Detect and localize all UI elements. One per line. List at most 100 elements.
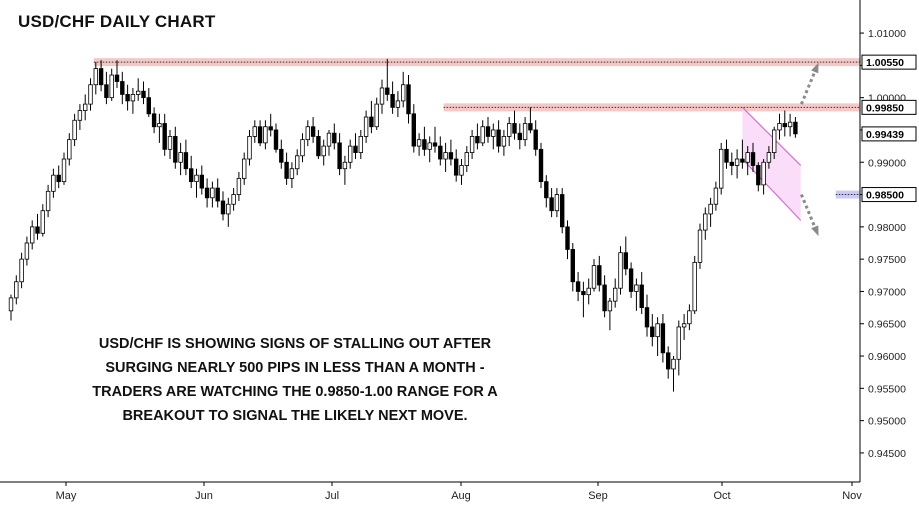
x-tick-label: May: [56, 490, 77, 502]
candle-body-down: [571, 249, 575, 281]
candle-body-down: [730, 162, 734, 165]
candle-body-down: [629, 269, 633, 292]
candle-body-down: [221, 201, 225, 214]
candle-body-up: [619, 253, 623, 289]
candle-body-up: [677, 327, 681, 359]
candle-body-up: [131, 94, 135, 100]
candle-body-up: [460, 165, 464, 175]
candle-body-up: [635, 285, 639, 291]
candle-body-down: [545, 182, 549, 198]
candle-body-up: [290, 169, 294, 179]
candle-body-down: [36, 227, 40, 233]
candle-body-down: [449, 153, 453, 159]
annotation-line: TRADERS ARE WATCHING THE 0.9850-1.00 RAN…: [60, 380, 530, 404]
y-tick-label: 0.97500: [868, 254, 906, 266]
annotation-line: USD/CHF IS SHOWING SIGNS OF STALLING OUT…: [60, 332, 530, 356]
chart-annotation: USD/CHF IS SHOWING SIGNS OF STALLING OUT…: [60, 332, 530, 428]
candle-body-down: [423, 140, 427, 150]
candle-body-down: [105, 85, 109, 98]
candle-body-up: [714, 188, 718, 204]
candle-body-up: [788, 122, 792, 127]
annotation-line: BREAKOUT TO SIGNAL THE LIKELY NEXT MOVE.: [60, 404, 530, 428]
candle-body-down: [640, 285, 644, 308]
candle-body-down: [386, 88, 390, 94]
candle-body-down: [741, 159, 745, 162]
candle-body-down: [311, 127, 315, 137]
candle-body-up: [62, 159, 66, 182]
candle-body-up: [762, 162, 766, 185]
candle-body-up: [232, 195, 236, 205]
candle-body-down: [486, 127, 490, 137]
candle-body-up: [746, 153, 750, 163]
candle-body-up: [227, 204, 231, 214]
candle-body-up: [778, 124, 782, 130]
candle-body-down: [518, 133, 522, 139]
y-tick-label: 0.96500: [868, 319, 906, 331]
candle-body-down: [126, 94, 130, 100]
candle-body-down: [550, 198, 554, 211]
candle-body-up: [698, 230, 702, 262]
candle-body-up: [327, 133, 331, 146]
candle-body-down: [354, 146, 358, 152]
y-tick-label: 0.95000: [868, 416, 906, 428]
candle-body-up: [587, 288, 591, 294]
candle-body-up: [168, 136, 172, 149]
candle-body-up: [46, 191, 50, 210]
candle-body-down: [513, 124, 517, 134]
candle-body-up: [253, 127, 257, 137]
candle-body-up: [688, 311, 692, 324]
annotation-line: SURGING NEARLY 500 PIPS IN LESS THAN A M…: [60, 356, 530, 380]
candle-body-down: [529, 124, 533, 130]
candle-body-up: [20, 259, 24, 282]
candle-body-down: [152, 114, 156, 127]
candle-body-up: [41, 211, 45, 234]
candle-body-up: [211, 188, 215, 198]
candle-body-down: [566, 227, 570, 250]
y-tick-label: 0.95500: [868, 383, 906, 395]
candle-body-down: [269, 127, 273, 130]
candle-body-up: [30, 227, 34, 243]
candle-body-down: [280, 149, 284, 162]
candle-body-down: [794, 122, 798, 134]
candle-body-down: [603, 285, 607, 311]
candle-body-up: [417, 140, 421, 146]
candle-body-up: [364, 117, 368, 136]
price-label-text: 0.99439: [866, 129, 904, 141]
candle-body-down: [205, 188, 209, 198]
candle-body-down: [57, 175, 61, 181]
candle-body-up: [470, 136, 474, 152]
x-tick-label: Jun: [195, 490, 213, 502]
candle-body-down: [147, 98, 151, 114]
y-tick-label: 0.94500: [868, 448, 906, 460]
candle-body-up: [735, 159, 739, 165]
candle-body-down: [534, 130, 538, 149]
candle-body-down: [645, 308, 649, 327]
candle-body-down: [433, 143, 437, 146]
candle-body-down: [163, 124, 167, 150]
candle-body-down: [317, 136, 321, 155]
price-label-text: 0.99850: [866, 102, 904, 114]
candle-body-down: [174, 136, 178, 162]
candle-body-up: [306, 127, 310, 140]
price-label-text: 0.98500: [866, 190, 904, 202]
candle-body-down: [651, 327, 655, 337]
candle-body-up: [25, 243, 29, 259]
x-tick-label: Nov: [842, 490, 862, 502]
candle-body-up: [264, 127, 268, 143]
candle-body-up: [68, 140, 72, 159]
candle-body-down: [598, 266, 602, 285]
candle-body-down: [560, 195, 564, 227]
candle-body-up: [613, 288, 617, 301]
candle-body-down: [757, 165, 761, 184]
y-tick-label: 1.01000: [868, 28, 906, 40]
candle-body-up: [502, 136, 506, 146]
candle-body-up: [693, 262, 697, 310]
candle-body-up: [301, 140, 305, 156]
candle-body-down: [216, 188, 220, 201]
candle-body-up: [375, 104, 379, 127]
candle-body-up: [83, 104, 87, 110]
candle-body-down: [391, 94, 395, 107]
